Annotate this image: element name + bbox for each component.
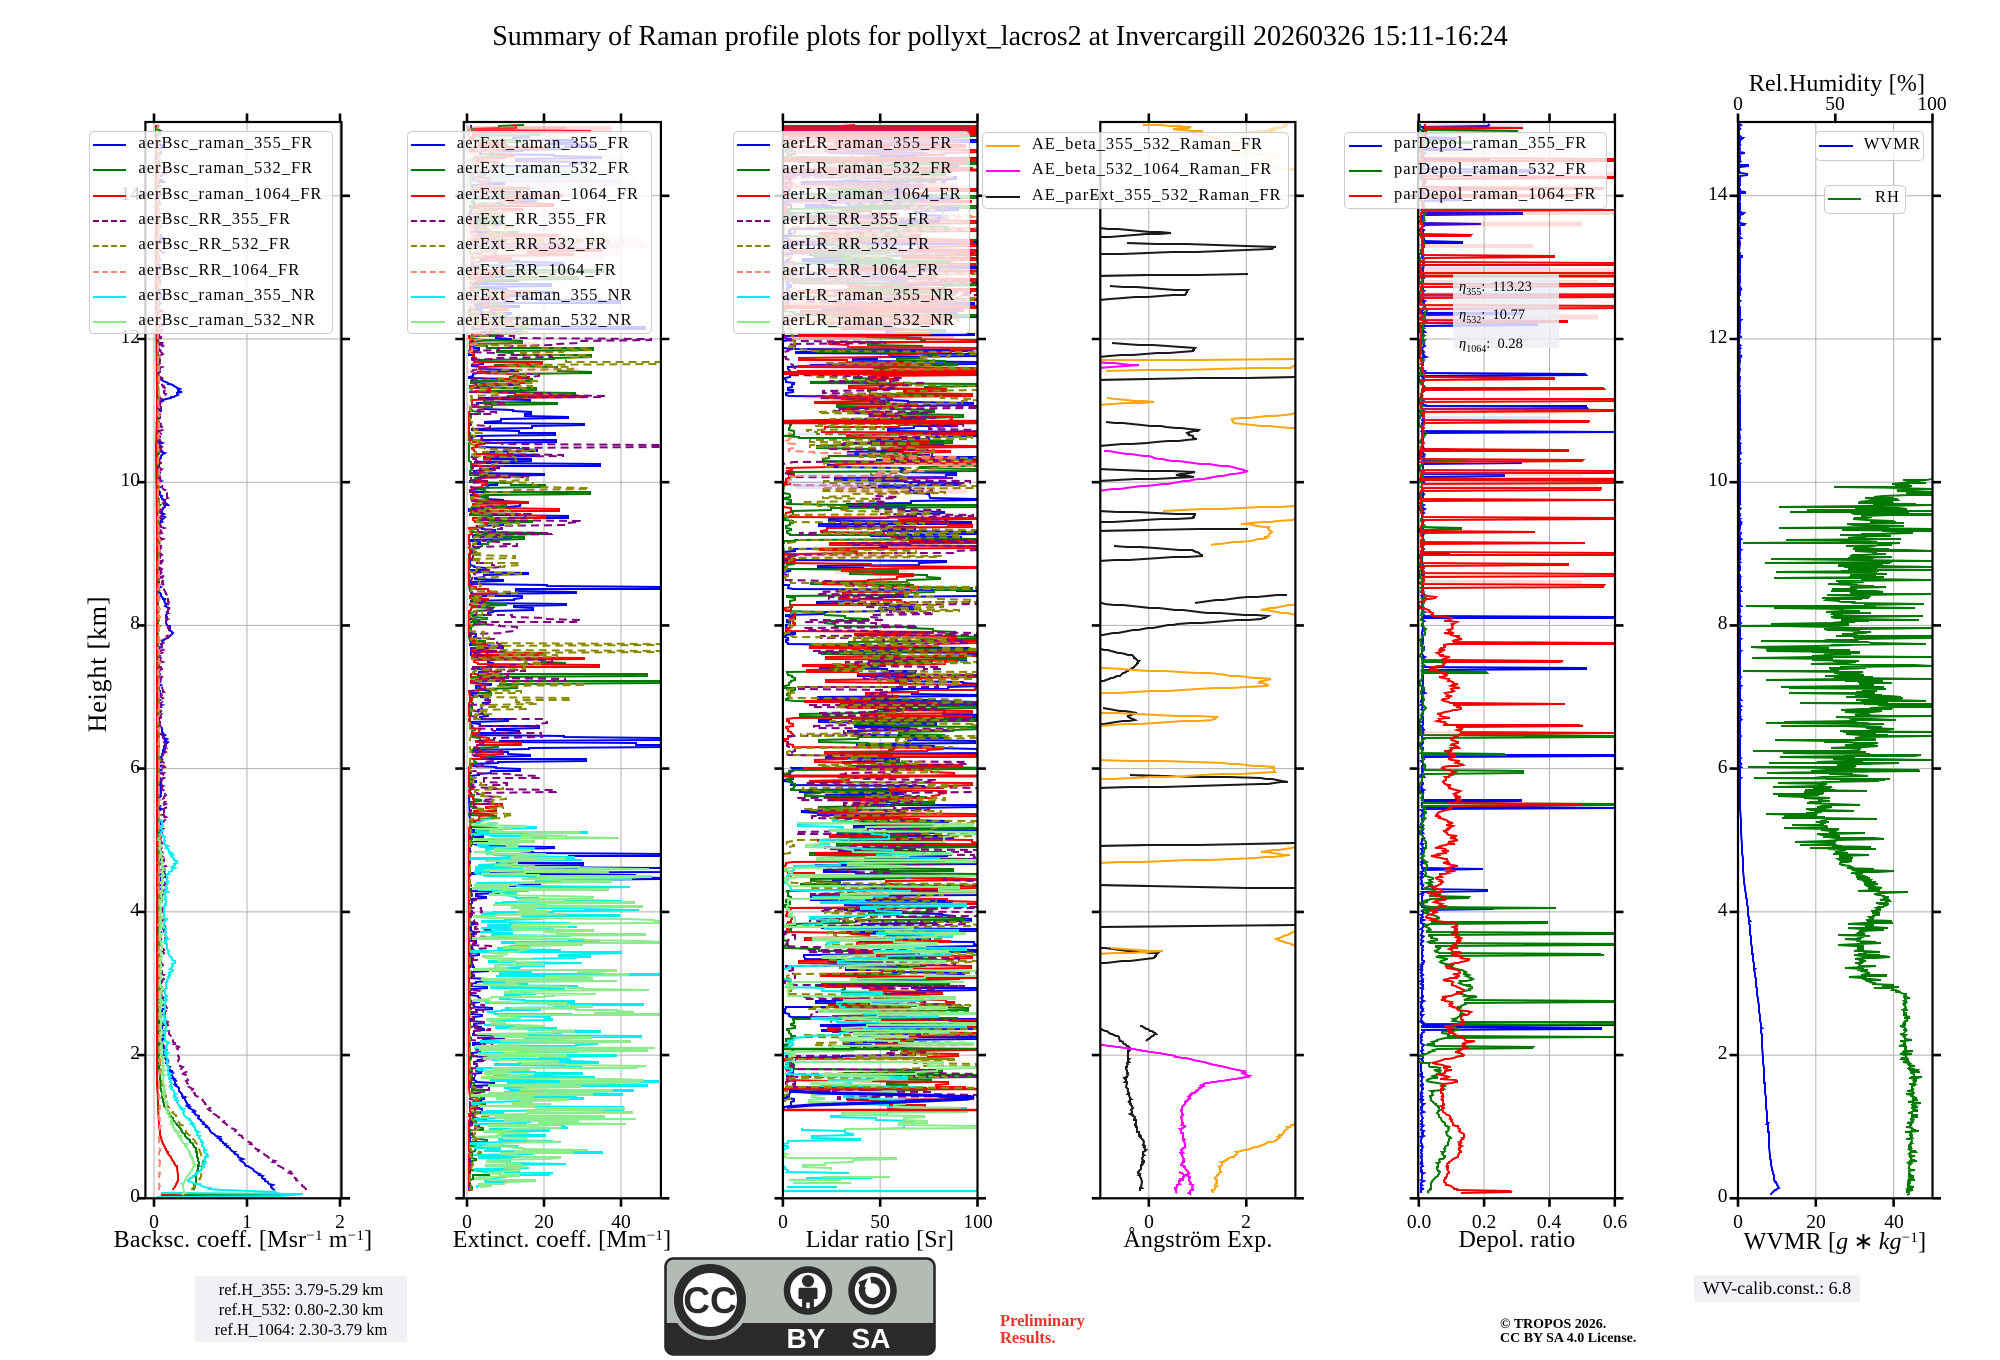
svg-text:BY: BY	[787, 1323, 826, 1354]
svg-text:SA: SA	[852, 1323, 891, 1354]
svg-text:CC: CC	[683, 1280, 736, 1321]
